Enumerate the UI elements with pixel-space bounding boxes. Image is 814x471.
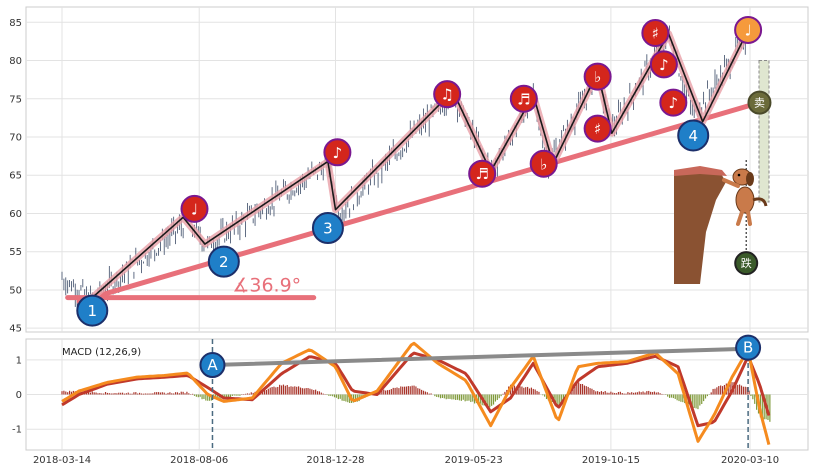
note-marker: ♬ [468, 159, 497, 188]
x-tick-label: 2020-03-10 [721, 455, 779, 466]
x-tick-label: 2018-12-28 [306, 455, 364, 466]
range-box [758, 60, 770, 203]
wave-marker-label: 2 [219, 253, 229, 271]
note-marker-circle [323, 138, 352, 167]
divergence-marker-circle [735, 334, 762, 361]
note-marker-label: ♪ [659, 56, 669, 74]
wave-marker: 3 [311, 212, 344, 244]
note-marker: ♪ [649, 50, 678, 79]
support-trendline [76, 100, 762, 304]
divergence-marker-label: A [207, 356, 218, 374]
price-y-tick-label: 65 [9, 171, 22, 182]
note-marker: ♬ [509, 84, 538, 113]
note-marker-circle [659, 88, 688, 117]
note-marker-circle [509, 84, 538, 113]
note-marker-label: ♪ [669, 94, 679, 112]
macd-y-tick-label: 1 [16, 355, 22, 366]
note-marker-label: ♩ [745, 21, 752, 39]
wave-marker-circle [76, 294, 109, 327]
wave-marker-label: 1 [88, 302, 98, 320]
x-tick-label: 2019-05-23 [445, 455, 503, 466]
note-marker: ♯ [641, 19, 670, 47]
wave-marker-circle [677, 119, 710, 152]
macd-line [61, 341, 771, 445]
note-marker: ♩ [180, 194, 209, 223]
note-marker: ♯ [583, 114, 612, 143]
dog-on-cliff-illustration [674, 166, 768, 284]
x-tick-label: 2018-08-06 [170, 455, 228, 466]
note-marker-label: ♯ [652, 25, 659, 43]
price-y-tick-label: 75 [9, 94, 22, 105]
note-marker-label: ♩ [191, 200, 198, 218]
wave-marker: 1 [76, 294, 109, 327]
note-marker-circle [734, 15, 763, 44]
cliff-shape [674, 168, 726, 284]
drop-marker-label: 跌 [741, 256, 752, 270]
dog-eye [737, 173, 741, 177]
note-marker: ♪ [323, 138, 352, 167]
note-marker-circle [180, 194, 209, 223]
wave-marker-label: 4 [688, 127, 698, 145]
divergence-marker: A [199, 352, 226, 379]
note-marker: ♭ [583, 62, 612, 91]
price-y-tick-label: 60 [9, 209, 22, 220]
wave-marker-circle [207, 245, 240, 278]
note-marker-circle [433, 80, 462, 109]
macd-y-tick-label: -1 [12, 425, 22, 436]
macd-signal-line [61, 351, 771, 428]
price-y-tick-label: 80 [9, 56, 22, 67]
zigzag-line [91, 25, 751, 299]
note-marker-label: ♪ [333, 144, 343, 162]
wave-marker-circle [311, 212, 344, 244]
drop-marker-circle [734, 251, 759, 276]
macd-y-tick-label: 0 [16, 390, 22, 401]
angle-label: ∡36.9° [232, 274, 301, 296]
dog-leg-left [736, 210, 744, 226]
price-y-tick-label: 55 [9, 247, 22, 258]
sell-marker-circle [747, 90, 772, 115]
note-marker: ♪ [659, 88, 688, 117]
macd-plot: MACD (12,26,9) A B [61, 334, 771, 450]
divergence-line [210, 346, 751, 368]
note-marker-circle [529, 149, 558, 178]
note-marker-circle [583, 114, 612, 143]
note-marker-label: ♭ [540, 155, 547, 173]
note-marker-circle [649, 50, 678, 79]
divergence-marker-circle [199, 352, 226, 379]
dog-leg-right [746, 210, 752, 226]
price-y-tick-label: 45 [9, 324, 22, 335]
note-marker-label: ♭ [594, 68, 601, 86]
note-marker-circle [583, 62, 612, 91]
cliff-top [674, 166, 727, 176]
divergence-marker-label: B [743, 339, 753, 357]
dog-body [735, 186, 755, 214]
sell-marker-label: 卖 [754, 97, 765, 110]
price-y-tick-label: 85 [9, 18, 22, 29]
wave-marker: 4 [677, 119, 710, 152]
x-tick-label: 2019-10-15 [582, 455, 640, 466]
note-marker: ♫ [433, 80, 462, 109]
x-tick-label: 2018-03-14 [33, 455, 91, 466]
note-marker-circle [641, 19, 670, 47]
drop-marker: 跌 [734, 251, 759, 276]
sell-marker: 卖 [747, 90, 772, 115]
dog-ear [746, 172, 754, 186]
dog-tail [752, 197, 768, 207]
note-marker-label: ♬ [475, 165, 488, 183]
price-y-tick-label: 50 [9, 285, 22, 296]
note-marker-label: ♯ [594, 120, 601, 138]
note-marker-circle [468, 159, 497, 188]
wave-marker-label: 3 [323, 220, 333, 238]
divergence-marker: B [735, 334, 762, 361]
price-y-tick-label: 70 [9, 133, 22, 144]
dog-arm [722, 178, 740, 188]
note-marker: ♭ [529, 149, 558, 178]
note-marker: ♩ [734, 15, 763, 44]
note-marker-label: ♬ [517, 90, 530, 108]
note-marker-label: ♫ [440, 86, 453, 104]
macd-title: MACD (12,26,9) [62, 347, 141, 358]
wave-marker: 2 [207, 245, 240, 278]
